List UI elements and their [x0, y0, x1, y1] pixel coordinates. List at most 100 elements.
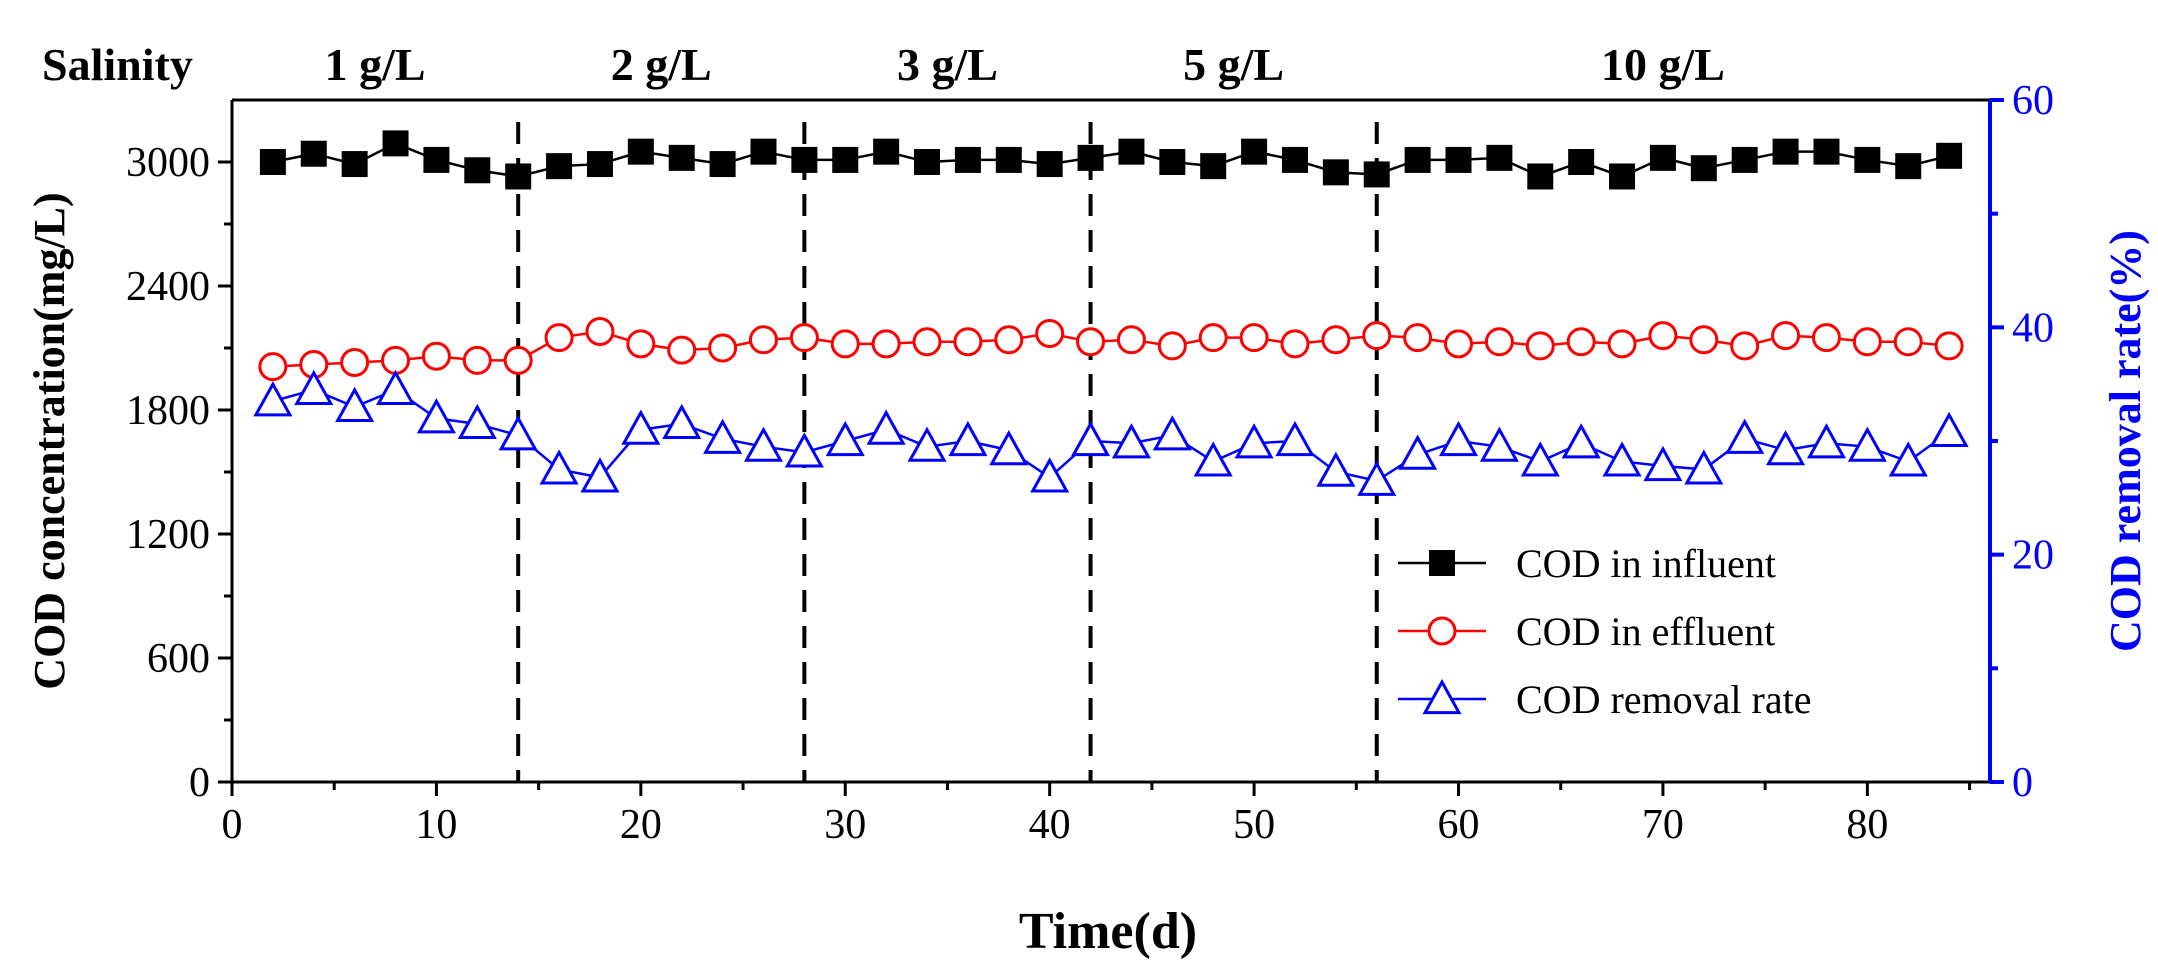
- data-point-cod-in-influent: [709, 151, 736, 178]
- data-point-cod-removal-rate: [1275, 420, 1315, 457]
- x-tick-label-8: 80: [1846, 802, 1888, 848]
- data-point-cod-removal-rate: [294, 369, 334, 405]
- data-point-cod-in-effluent: [1076, 327, 1106, 357]
- data-point-cod-in-effluent: [1566, 327, 1596, 357]
- data-point-cod-in-effluent: [912, 327, 942, 357]
- data-point-cod-in-effluent: [1157, 331, 1187, 361]
- legend-marker-cod-in-influent: [1429, 550, 1455, 576]
- data-point-cod-removal-rate: [457, 403, 497, 440]
- data-point-cod-in-influent: [914, 149, 941, 175]
- x-tick-label-6: 60: [1438, 802, 1480, 848]
- data-point-cod-removal-rate: [1806, 423, 1847, 459]
- data-point-cod-in-effluent: [585, 316, 615, 346]
- left-y-axis-title: COD concentration(mg/L): [25, 192, 74, 689]
- data-point-cod-in-effluent: [748, 325, 778, 355]
- right-y-tick-label-0: 0: [2012, 760, 2033, 806]
- left-y-tick-label-5: 3000: [126, 140, 210, 186]
- data-point-cod-in-influent: [1241, 138, 1268, 165]
- data-point-cod-removal-rate: [1602, 441, 1642, 477]
- data-point-cod-in-effluent: [1362, 321, 1392, 351]
- data-point-cod-in-influent: [668, 144, 695, 171]
- data-point-cod-in-influent: [1690, 155, 1717, 182]
- data-point-cod-in-effluent: [1689, 325, 1719, 355]
- right-y-axis-title: COD removal rate(%): [2101, 230, 2150, 652]
- data-point-cod-in-influent: [505, 163, 532, 190]
- left-y-tick-label-4: 2400: [126, 264, 210, 310]
- data-point-cod-removal-rate: [1684, 449, 1724, 485]
- data-point-cod-removal-rate: [1725, 418, 1765, 454]
- legend-label-cod-in-effluent: COD in effluent: [1516, 609, 1775, 654]
- data-point-cod-in-influent: [464, 157, 491, 184]
- salinity-period-label-4: 10 g/L: [1601, 39, 1725, 90]
- data-point-cod-in-effluent: [994, 325, 1024, 355]
- data-point-cod-removal-rate: [335, 386, 375, 422]
- data-point-cod-removal-rate: [1520, 441, 1560, 477]
- data-point-cod-removal-rate: [580, 457, 620, 493]
- data-point-cod-in-effluent: [1934, 331, 1964, 361]
- data-point-cod-removal-rate: [1234, 423, 1274, 459]
- legend-label-cod-in-influent: COD in influent: [1516, 541, 1776, 586]
- data-point-cod-removal-rate: [1438, 420, 1479, 457]
- data-point-cod-removal-rate: [1398, 434, 1438, 470]
- left-y-axis-ticks: 0 600 1200 1800 2400 3000: [126, 140, 232, 806]
- data-point-cod-in-effluent: [340, 347, 370, 377]
- data-point-cod-in-effluent: [1116, 325, 1146, 355]
- right-y-axis-ticks: 0 20 40 60: [1990, 78, 2054, 806]
- left-y-tick-label-0: 0: [189, 760, 210, 806]
- data-point-cod-in-effluent: [830, 329, 860, 359]
- data-point-cod-in-influent: [832, 146, 859, 173]
- series-cod-in-influent: [259, 130, 1963, 190]
- x-tick-label-1: 10: [415, 802, 457, 848]
- series-cod-in-effluent: [258, 316, 1964, 382]
- data-point-cod-removal-rate: [825, 420, 865, 457]
- data-point-cod-in-influent: [1649, 144, 1676, 171]
- data-point-cod-in-influent: [1486, 144, 1513, 171]
- data-point-cod-in-effluent: [1648, 321, 1678, 351]
- data-point-cod-in-influent: [791, 146, 818, 173]
- data-point-cod-removal-rate: [1030, 457, 1070, 493]
- data-point-cod-in-influent: [423, 146, 450, 173]
- data-point-cod-in-effluent: [1771, 321, 1801, 351]
- data-point-cod-removal-rate: [948, 420, 988, 457]
- data-point-cod-in-effluent: [1321, 325, 1351, 355]
- data-point-cod-in-effluent: [1444, 329, 1474, 359]
- data-point-cod-removal-rate: [662, 403, 702, 440]
- x-axis-title: Time(d): [1019, 903, 1197, 960]
- data-point-cod-in-effluent: [1852, 327, 1882, 357]
- data-point-cod-in-influent: [873, 138, 900, 165]
- data-point-cod-removal-rate: [907, 426, 947, 462]
- salinity-header: Salinity 1 g/L 2 g/L 3 g/L 5 g/L 10 g/L: [42, 39, 1725, 90]
- data-point-cod-removal-rate: [784, 432, 824, 468]
- data-point-cod-in-influent: [995, 146, 1022, 173]
- data-point-cod-removal-rate: [498, 415, 538, 451]
- data-point-cod-in-influent: [1895, 153, 1922, 180]
- data-point-cod-in-influent: [1322, 159, 1349, 186]
- salinity-period-labels: 1 g/L 2 g/L 3 g/L 5 g/L 10 g/L: [325, 39, 1725, 90]
- data-point-cod-in-influent: [1036, 151, 1063, 178]
- data-point-cod-in-influent: [1077, 144, 1104, 171]
- left-y-tick-label-3: 1800: [126, 388, 210, 434]
- series-layer: [253, 130, 1969, 496]
- data-point-cod-in-influent: [1527, 163, 1554, 190]
- data-point-cod-removal-rate: [1643, 445, 1683, 482]
- data-point-cod-in-effluent: [1484, 327, 1514, 357]
- data-point-cod-removal-rate: [866, 409, 906, 445]
- data-point-cod-in-influent: [1200, 153, 1227, 180]
- data-point-cod-in-influent: [1813, 138, 1840, 165]
- data-point-cod-in-influent: [627, 138, 654, 165]
- data-point-cod-in-influent: [1854, 146, 1881, 173]
- right-y-tick-label-1: 20: [2012, 533, 2054, 579]
- data-point-cod-in-effluent: [1239, 323, 1269, 353]
- data-point-cod-in-influent: [1281, 146, 1308, 173]
- data-point-cod-in-influent: [1159, 149, 1186, 175]
- data-point-cod-in-effluent: [381, 345, 411, 375]
- data-point-cod-in-effluent: [953, 327, 983, 357]
- x-tick-label-3: 30: [824, 802, 866, 848]
- data-point-cod-removal-rate: [1847, 426, 1887, 462]
- data-point-cod-in-influent: [1118, 138, 1145, 165]
- right-y-tick-label-3: 60: [2012, 78, 2054, 124]
- legend-marker-cod-in-effluent: [1427, 616, 1457, 646]
- data-point-cod-removal-rate: [1561, 423, 1601, 459]
- data-point-cod-in-effluent: [1730, 331, 1760, 361]
